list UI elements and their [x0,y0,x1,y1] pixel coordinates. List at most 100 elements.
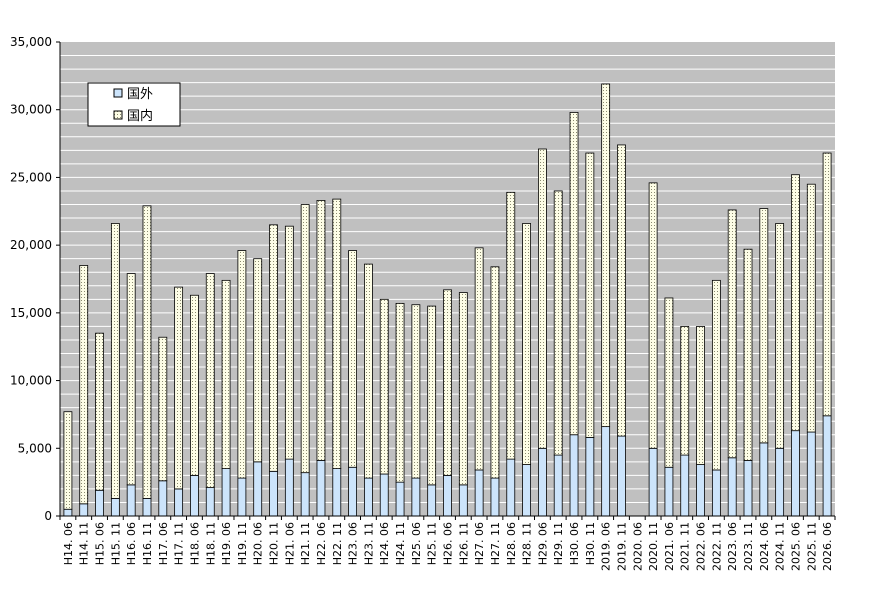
bar-domestic [617,144,626,437]
x-tick-label: H26. 06 [442,522,455,565]
bar-overseas [142,497,152,517]
x-tick-label: H28. 11 [521,522,534,565]
bar-overseas [158,480,168,517]
x-tick-label: 2020. 06 [631,522,644,571]
bar-domestic [63,411,73,510]
bar-domestic [142,205,152,499]
x-tick-label: H17. 11 [173,522,186,565]
bar-overseas [522,464,531,517]
bar-domestic [711,279,721,471]
bar-domestic [696,325,705,465]
bar-domestic [775,223,785,449]
x-tick-label: H24. 06 [378,522,391,565]
bar-overseas [711,469,721,517]
x-tick-label: 2026. 06 [821,522,834,571]
bar-overseas [300,472,310,517]
x-tick-label: 2025. 11 [805,522,818,571]
bar-overseas [538,447,547,517]
bar-overseas [269,470,278,517]
bar-domestic [348,250,358,468]
bar-overseas [775,447,785,517]
bar-domestic [205,273,215,488]
x-tick-label: 2021. 11 [679,522,692,571]
bar-domestic [490,266,500,479]
bar-domestic [332,198,342,470]
bar-overseas [110,497,120,517]
legend-swatch-domestic [113,110,123,120]
x-tick-label: 2024. 11 [774,522,787,571]
x-tick-label: H22. 06 [315,522,328,565]
x-tick-label: H20. 11 [268,522,281,565]
bar-domestic [427,305,437,486]
bar-overseas [253,461,263,517]
x-tick-label: H23. 11 [362,522,375,565]
bar-domestic [506,191,516,460]
bar-overseas [474,469,484,517]
bar-domestic [174,286,184,490]
x-tick-label: 2024. 06 [758,522,771,571]
x-tick-label: 2020. 11 [647,522,660,571]
bar-domestic [538,148,547,449]
bar-domestic [648,182,658,449]
bar-overseas [332,468,342,517]
bar-domestic [727,209,737,459]
x-tick-label: H18. 06 [188,522,201,565]
bar-domestic [237,250,247,479]
bar-overseas [63,508,73,517]
bar-overseas [205,487,215,517]
x-tick-label: 2019. 11 [615,522,628,571]
bar-overseas [348,466,358,517]
bar-overseas [648,447,658,517]
x-tick-label: H27. 06 [473,522,486,565]
x-tick-label: H29. 11 [552,522,565,565]
bar-overseas [822,415,832,517]
bar-domestic [585,152,595,438]
bar-domestic [221,279,231,470]
x-tick-label: H19. 11 [236,522,249,565]
x-tick-label: H29. 06 [536,522,549,565]
bar-overseas [379,473,389,517]
bar-overseas [316,460,326,517]
bar-domestic [110,223,120,499]
x-tick-label: H15. 11 [109,522,122,565]
bar-overseas [506,458,516,517]
bar-domestic [680,325,690,456]
bar-domestic [601,83,611,428]
y-tick-label: 15,000 [10,306,52,320]
x-tick-label: 2022. 06 [695,522,708,571]
bar-domestic [522,223,531,465]
x-tick-label: H24. 11 [394,522,407,565]
bar-domestic [743,248,753,461]
y-tick-label: 30,000 [10,103,52,117]
y-tick-label: 5,000 [18,441,52,455]
bar-overseas [585,437,595,517]
bar-overseas [664,466,674,517]
axes [59,42,835,517]
bar-overseas [221,468,231,517]
bar-overseas [458,484,468,517]
bar-overseas [569,434,579,517]
bars [63,83,832,517]
bar-overseas [95,489,104,517]
bar-overseas [364,477,373,517]
bar-domestic [443,289,452,476]
bar-overseas [284,458,294,517]
bar-overseas [759,442,769,517]
y-tick-label: 10,000 [10,374,52,388]
bar-overseas [443,474,452,517]
y-tick-label: 35,000 [10,35,52,49]
bar-overseas [601,426,611,517]
bar-domestic [458,292,468,486]
bar-domestic [158,336,168,482]
bar-overseas [490,477,500,517]
x-tick-label: 2023. 11 [742,522,755,571]
y-tick-label: 25,000 [10,170,52,184]
x-tick-label: H25. 06 [410,522,423,565]
bar-domestic [791,174,800,432]
y-tick-label: 0 [44,509,52,523]
bar-domestic [395,302,405,483]
bar-domestic [284,225,294,460]
x-tick-label: H27. 11 [489,522,502,565]
